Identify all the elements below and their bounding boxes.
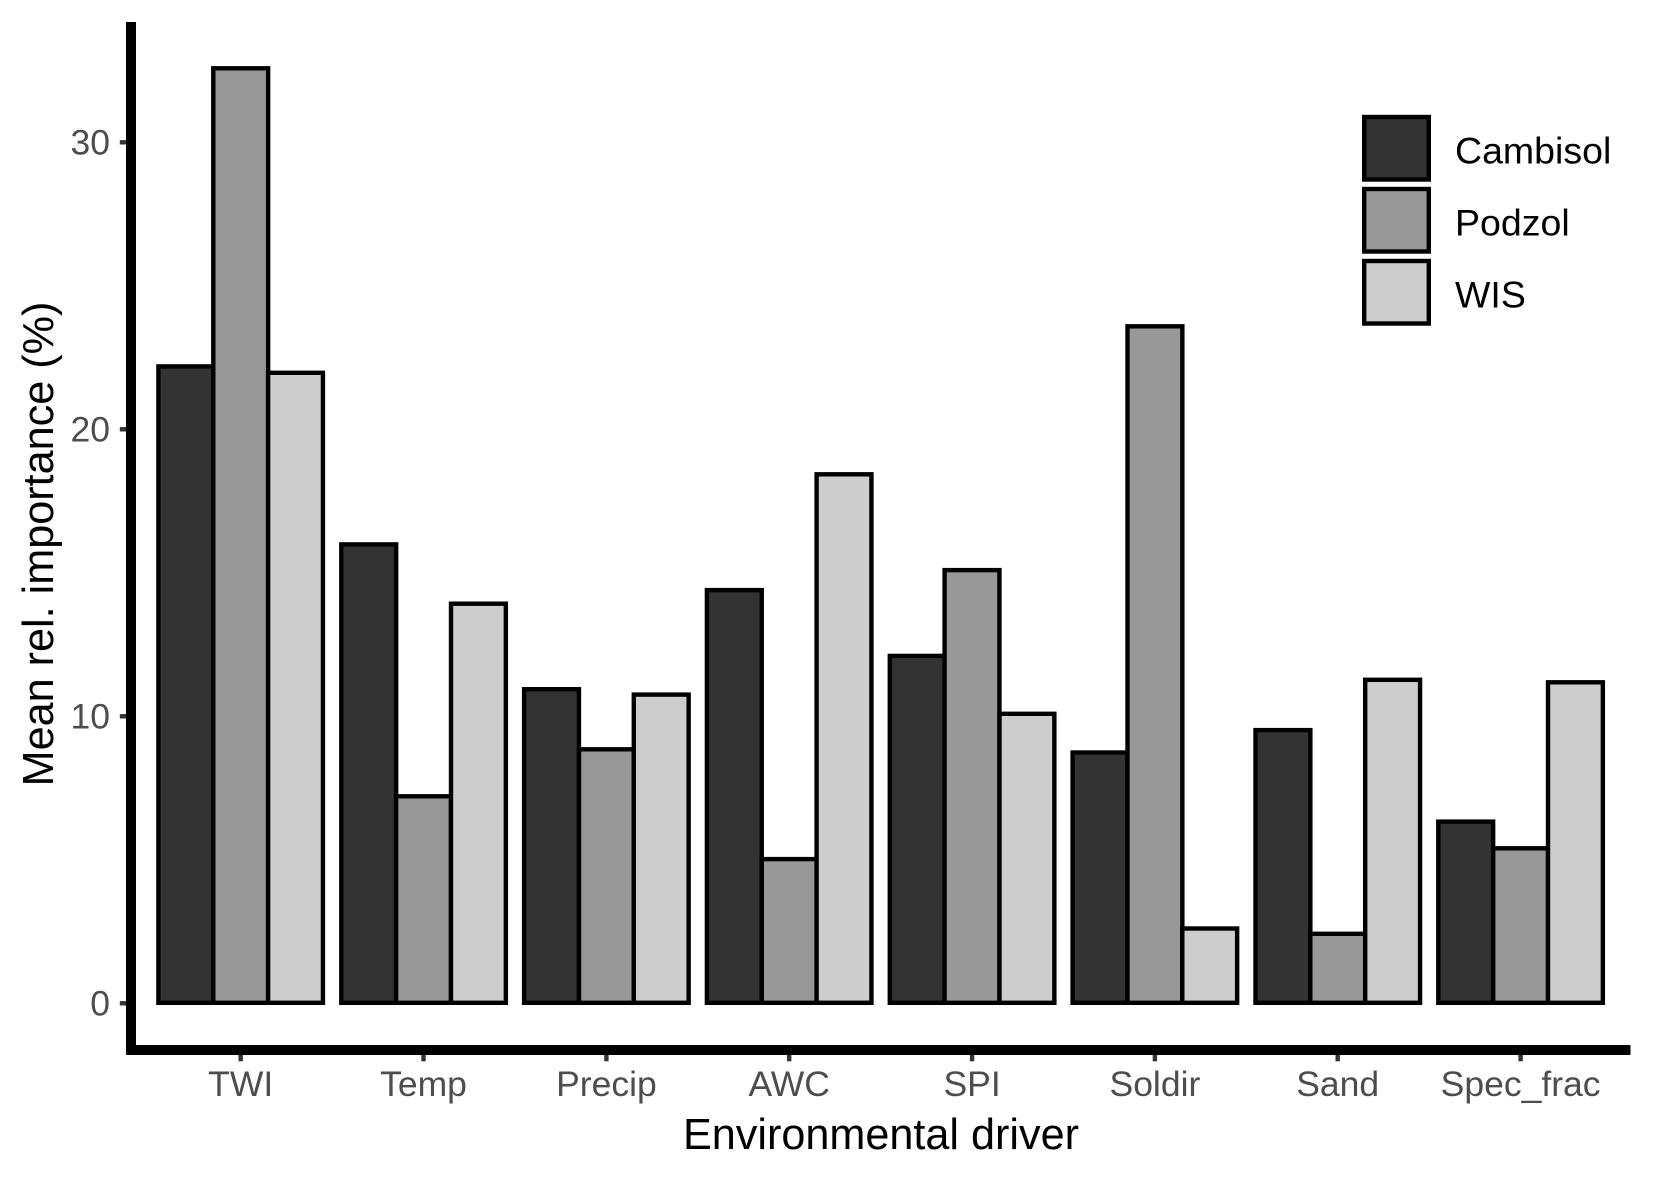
svg-text:20: 20: [71, 410, 111, 450]
svg-text:Spec_frac: Spec_frac: [1441, 1064, 1601, 1104]
svg-text:Precip: Precip: [556, 1064, 657, 1104]
svg-text:Sand: Sand: [1296, 1064, 1379, 1104]
svg-text:TWI: TWI: [208, 1064, 273, 1104]
svg-text:Environmental driver: Environmental driver: [683, 1111, 1079, 1159]
svg-text:0: 0: [90, 984, 110, 1024]
svg-text:Cambisol: Cambisol: [1455, 129, 1611, 171]
svg-text:Temp: Temp: [380, 1064, 467, 1104]
svg-text:SPI: SPI: [943, 1064, 1000, 1104]
svg-text:Soldir: Soldir: [1110, 1064, 1201, 1104]
svg-text:AWC: AWC: [748, 1064, 830, 1104]
svg-text:30: 30: [71, 123, 111, 163]
svg-text:Podzol: Podzol: [1455, 201, 1570, 243]
svg-text:WIS: WIS: [1455, 273, 1526, 315]
svg-text:Mean rel. importance (%): Mean rel. importance (%): [15, 302, 63, 787]
svg-text:10: 10: [71, 697, 111, 737]
